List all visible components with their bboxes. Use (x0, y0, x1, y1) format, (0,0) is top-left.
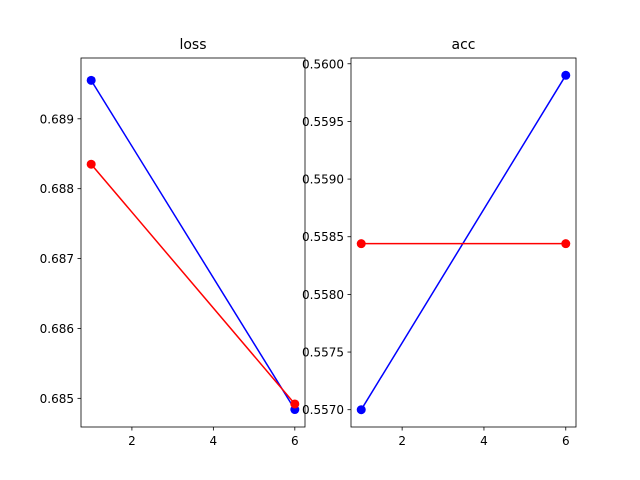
y-tick-label: 0.5595 (302, 115, 344, 129)
series-line (360, 74, 567, 411)
y-tick-label: 0.685 (40, 392, 74, 406)
x-tick-label: 6 (291, 434, 299, 448)
y-tick-label: 0.686 (40, 322, 74, 336)
data-point (86, 159, 96, 169)
series-line (90, 163, 296, 405)
y-tick-label: 0.5590 (302, 173, 344, 187)
y-tick-label: 0.5570 (302, 403, 344, 417)
y-tick-label: 0.5585 (302, 230, 344, 244)
chart-title: acc (452, 37, 476, 53)
x-tick-label: 2 (398, 434, 406, 448)
series-line (90, 79, 296, 410)
x-tick-label: 2 (128, 434, 136, 448)
axes-frame (80, 57, 306, 428)
acc-subplot: acc 2 4 6 0.5570 0.5575 0.5580 0.5585 0.5590 0.55… (302, 37, 577, 448)
data-point (356, 405, 366, 415)
y-tick-label: 0.689 (40, 112, 74, 126)
y-tick-label: 0.5575 (302, 346, 344, 360)
y-tick-label: 0.687 (40, 252, 74, 266)
x-tick-label: 4 (210, 434, 218, 448)
data-point (561, 239, 571, 249)
data-point (86, 75, 96, 85)
data-point (290, 399, 300, 409)
loss-subplot: loss 2 4 6 0.685 0.686 0.687 0.688 0.689 (40, 37, 306, 448)
chart-title: loss (179, 37, 206, 53)
x-tick-label: 6 (562, 434, 570, 448)
data-point (356, 239, 366, 249)
y-tick-label: 0.688 (40, 182, 74, 196)
axes-frame (350, 57, 577, 428)
y-tick-label: 0.5580 (302, 288, 344, 302)
x-tick-label: 4 (480, 434, 488, 448)
data-point (561, 70, 571, 80)
y-tick-label: 0.5600 (302, 57, 344, 71)
